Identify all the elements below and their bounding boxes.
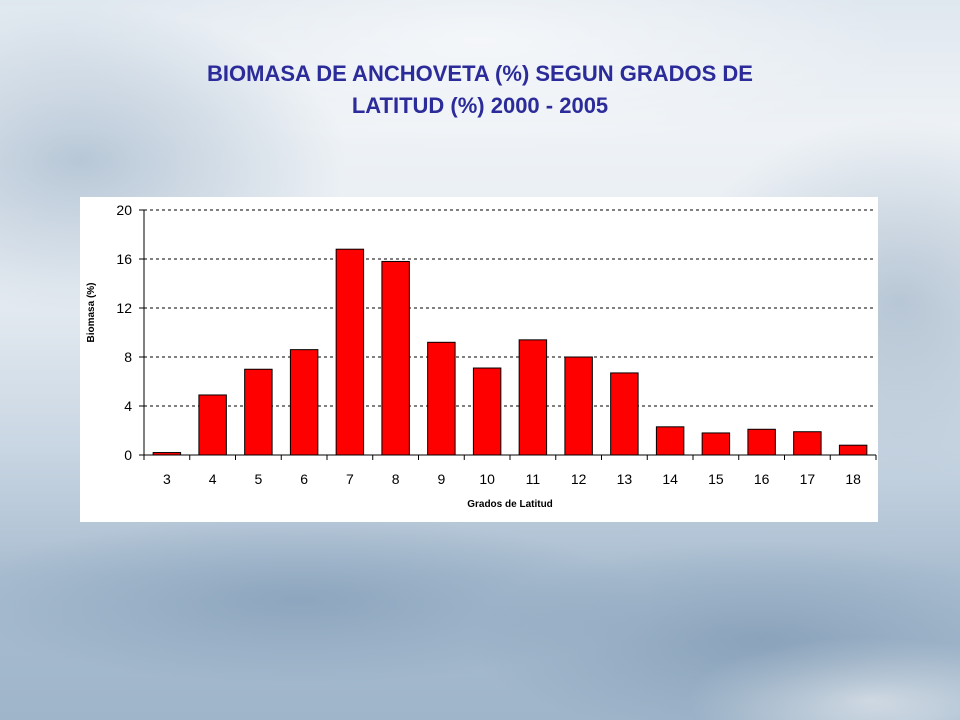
y-axis-label: Biomasa (%): [86, 282, 97, 342]
x-tick-label: 18: [845, 471, 861, 487]
x-tick-label: 3: [163, 471, 171, 487]
x-tick-label: 14: [662, 471, 678, 487]
x-tick-label: 16: [754, 471, 770, 487]
bar-7: [335, 248, 365, 456]
bar-15: [701, 432, 731, 456]
bar-17: [793, 431, 822, 456]
x-tick-label: 4: [209, 471, 217, 487]
y-tick-label: 8: [124, 349, 132, 365]
x-tick-label: 13: [617, 471, 633, 487]
x-axis-label: Grados de Latitud: [467, 499, 553, 510]
x-tick-label: 9: [437, 471, 445, 487]
bar-10: [472, 367, 502, 456]
x-tick-label: 11: [526, 471, 541, 487]
x-tick-labels: 3 4 5 6 7 8 9 10 11 12 13 14 15 16 17 18: [163, 471, 861, 487]
bar-14: [655, 426, 685, 456]
bar-18: [838, 444, 868, 456]
slide-title-line1: BIOMASA DE ANCHOVETA (%) SEGUN GRADOS DE: [207, 61, 753, 86]
y-tick-label: 16: [116, 251, 132, 267]
y-tick-label: 0: [124, 447, 132, 463]
slide-title: BIOMASA DE ANCHOVETA (%) SEGUN GRADOS DE…: [0, 58, 960, 122]
x-tick-label: 8: [392, 471, 400, 487]
bar-12: [564, 356, 593, 456]
bar-4: [198, 394, 227, 456]
x-tick-label: 17: [800, 471, 816, 487]
bar-11: [518, 339, 548, 456]
bar-8: [381, 260, 410, 456]
chart-panel: 0 4 8 12 16 20 3 4 5 6 7 8 9 10 11 12 13 14 15 16 17 18 Grad…: [80, 197, 878, 522]
bar-6: [289, 349, 319, 456]
y-tick-label: 12: [116, 300, 132, 316]
y-tick-labels: 0 4 8 12 16 20: [116, 202, 132, 463]
x-tick-label: 5: [254, 471, 262, 487]
y-tick-label: 20: [116, 202, 132, 218]
slide-title-line2: LATITUD (%) 2000 - 2005: [351, 93, 609, 118]
bars: [152, 248, 868, 456]
x-tick-label: 10: [479, 471, 495, 487]
y-tick-label: 4: [124, 398, 132, 414]
bar-chart: 0 4 8 12 16 20 3 4 5 6 7 8 9 10 11 12 13 14 15 16 17 18 Grad…: [86, 202, 877, 510]
x-tick-label: 6: [300, 471, 308, 487]
x-tick-label: 12: [571, 471, 587, 487]
bar-13: [610, 372, 639, 456]
x-tick-label: 15: [708, 471, 724, 487]
bar-9: [427, 341, 456, 456]
bar-16: [747, 428, 776, 456]
x-tick-label: 7: [346, 471, 354, 487]
axes: [139, 209, 877, 460]
bar-5: [244, 368, 273, 456]
